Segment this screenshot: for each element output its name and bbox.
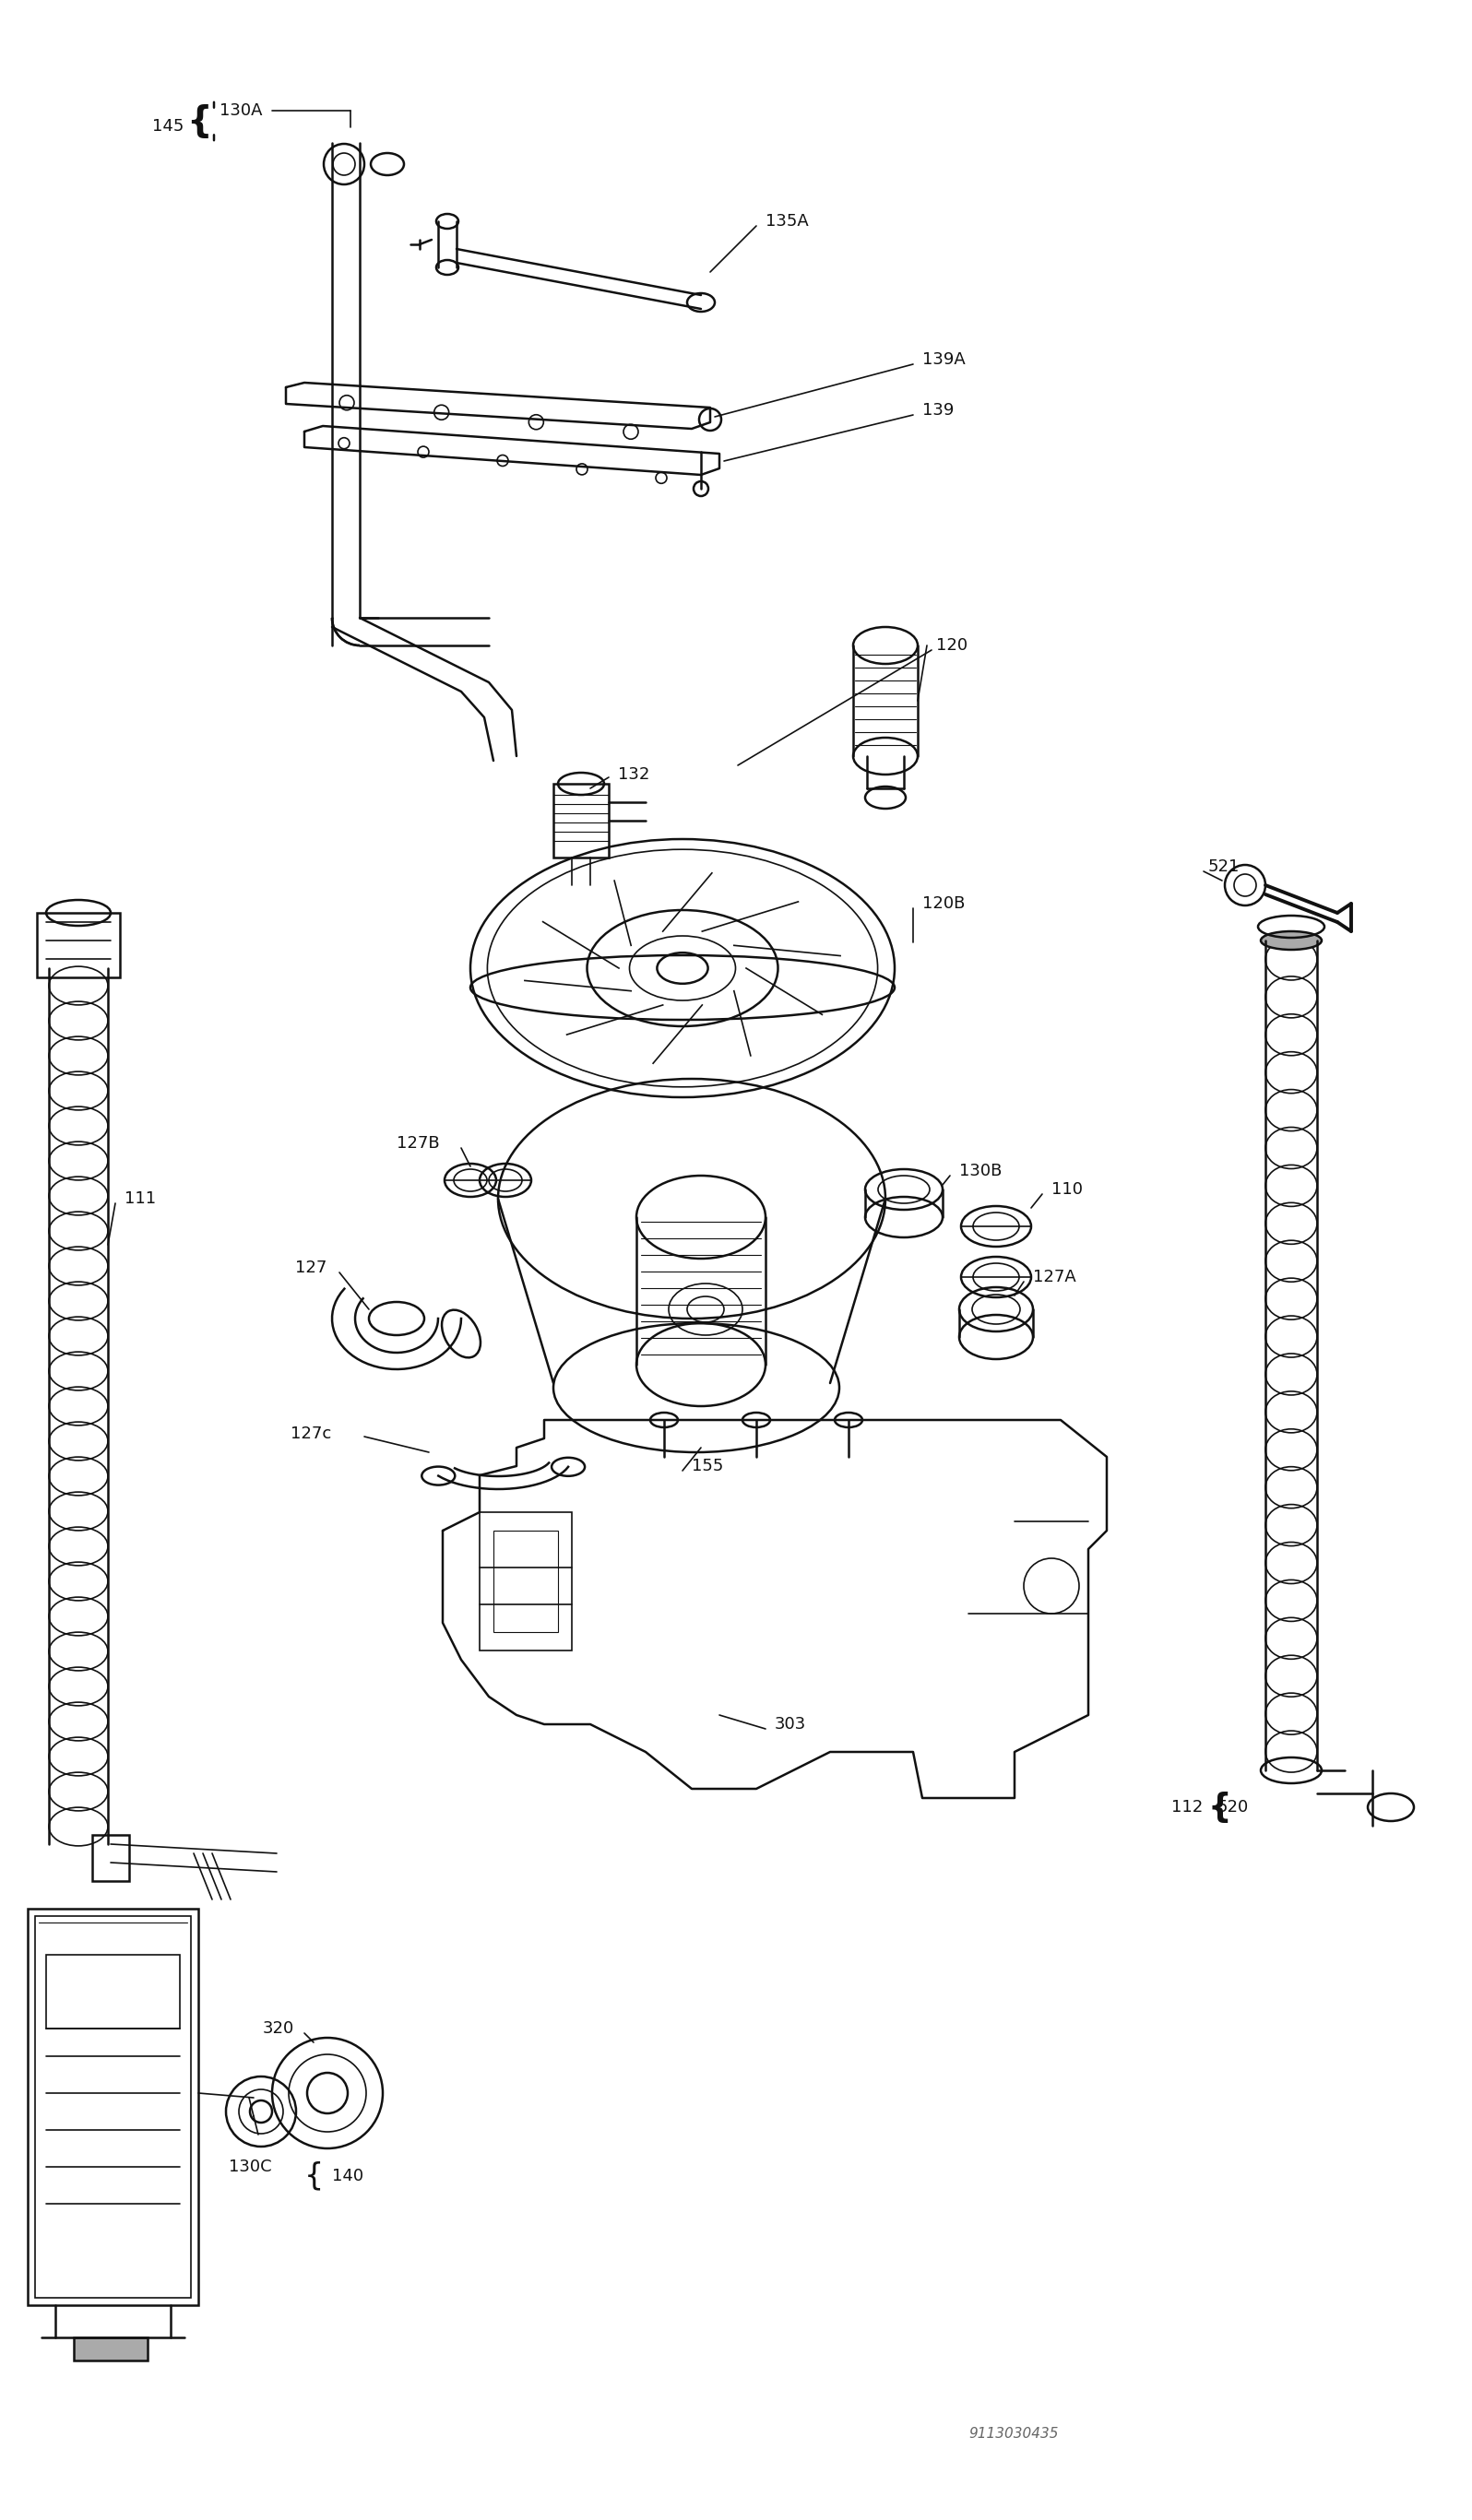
Bar — [493, 1530, 558, 1633]
Text: 139: 139 — [923, 403, 954, 418]
Bar — [35, 1915, 191, 2298]
Text: 155: 155 — [692, 1457, 723, 1474]
Text: 110: 110 — [1051, 1182, 1083, 1197]
Text: 520: 520 — [1217, 1799, 1250, 1814]
Text: 139A: 139A — [923, 350, 966, 368]
Text: 127B: 127B — [396, 1134, 440, 1152]
Text: 140: 140 — [333, 2167, 364, 2185]
Text: 145: 145 — [152, 118, 184, 134]
Bar — [93, 1835, 130, 1880]
Text: 130B: 130B — [960, 1162, 1002, 1179]
Text: 112: 112 — [1172, 1799, 1203, 1814]
Bar — [28, 1908, 199, 2306]
Text: 127: 127 — [296, 1260, 327, 1275]
Text: 120: 120 — [936, 638, 967, 653]
Text: 127A: 127A — [1033, 1268, 1076, 1285]
Text: 111: 111 — [125, 1189, 156, 1207]
Bar — [37, 912, 119, 978]
Text: 9113030435: 9113030435 — [969, 2427, 1058, 2442]
Ellipse shape — [1262, 932, 1322, 950]
Text: 135A: 135A — [765, 214, 808, 229]
Bar — [46, 1956, 180, 2029]
Text: 130C: 130C — [228, 2160, 272, 2175]
Text: 303: 303 — [774, 1716, 807, 1734]
Text: 320: 320 — [263, 2021, 294, 2036]
Bar — [553, 784, 609, 857]
Text: 132: 132 — [618, 766, 649, 784]
Text: 127c: 127c — [290, 1426, 331, 1441]
Text: {: { — [1209, 1792, 1232, 1822]
Text: 521: 521 — [1209, 859, 1239, 874]
Text: {: { — [305, 2160, 324, 2192]
Text: 120B: 120B — [923, 895, 966, 912]
Text: {: { — [187, 103, 212, 139]
Text: 130A: 130A — [219, 103, 262, 118]
Bar — [74, 2339, 147, 2361]
Bar — [480, 1512, 571, 1651]
